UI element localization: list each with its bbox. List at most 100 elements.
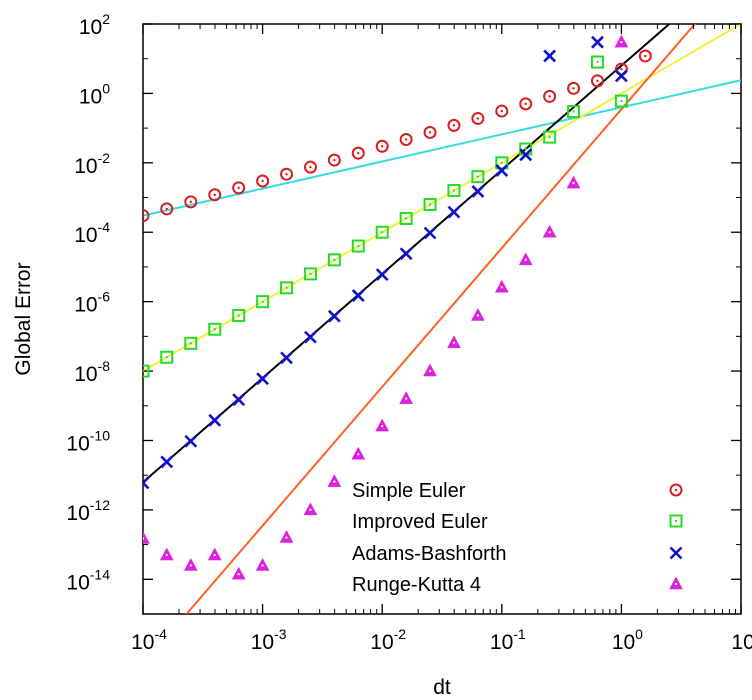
y-tick-label: 10-6 bbox=[74, 289, 110, 317]
legend-label: Simple Euler bbox=[352, 480, 466, 502]
simple-euler-point bbox=[495, 104, 509, 118]
adams-bashforth-point bbox=[143, 476, 150, 490]
runge-kutta-4-point bbox=[614, 34, 629, 48]
runge-kutta-4-point bbox=[542, 224, 557, 238]
runge-kutta-4-point bbox=[327, 474, 342, 487]
runge-kutta-4-point bbox=[399, 391, 414, 404]
x-tick-label-exp: 0 bbox=[635, 626, 643, 642]
simple-euler-point bbox=[471, 111, 485, 125]
y-tick-label-exp: 2 bbox=[102, 11, 110, 27]
legend-label: Improved Euler bbox=[352, 511, 488, 533]
simple-euler-point bbox=[327, 153, 341, 167]
simple-euler-point bbox=[447, 118, 461, 132]
legend-marker-improved-euler bbox=[669, 514, 683, 528]
fit-line-1 bbox=[143, 79, 741, 217]
adams-bashforth-point bbox=[232, 393, 246, 407]
x-tick-label: 10-4 bbox=[131, 626, 167, 654]
simple-euler-point bbox=[351, 146, 365, 160]
adams-bashforth-point bbox=[208, 413, 222, 427]
y-tick-label-exp: -8 bbox=[98, 358, 111, 374]
adams-bashforth-point bbox=[495, 164, 509, 177]
runge-kutta-4-point bbox=[143, 530, 150, 544]
runge-kutta-4-point bbox=[566, 175, 581, 189]
legend: Simple Euler Improved Euler Adams-Bashfort… bbox=[352, 480, 683, 596]
legend-marker-runge-kutta-4 bbox=[669, 576, 683, 590]
fit-line-4 bbox=[185, 24, 697, 614]
adams-bashforth-point bbox=[327, 309, 341, 323]
improved-euler-point bbox=[399, 211, 413, 225]
improved-euler-point bbox=[208, 322, 222, 336]
simple-euler-point bbox=[143, 209, 150, 223]
runge-kutta-4-point bbox=[279, 529, 294, 543]
y-tick-label-base: 10 bbox=[79, 16, 102, 39]
adams-bashforth-point bbox=[471, 184, 485, 198]
simple-euler-point bbox=[543, 89, 557, 103]
adams-bashforth-point bbox=[351, 289, 365, 302]
simple-euler-point bbox=[256, 174, 270, 188]
improved-euler-point bbox=[327, 253, 341, 267]
adams-bashforth-point bbox=[591, 35, 604, 49]
improved-euler-point bbox=[184, 336, 198, 350]
improved-euler-point bbox=[495, 156, 509, 170]
y-axis-title: Global Error bbox=[12, 262, 35, 375]
simple-euler-point bbox=[208, 188, 222, 202]
improved-euler-point bbox=[160, 350, 174, 364]
simple-euler-point bbox=[590, 74, 604, 88]
y-tick-label: 100 bbox=[79, 80, 110, 108]
simple-euler-point bbox=[160, 202, 174, 216]
legend-marker-adams-bashforth bbox=[669, 546, 683, 560]
y-tick-label-exp: -14 bbox=[90, 566, 110, 582]
legend-label: Adams-Bashforth bbox=[352, 543, 507, 565]
improved-euler-point bbox=[447, 183, 461, 197]
x-tick-label: 10-3 bbox=[251, 626, 287, 654]
x-tick-label-exp: -1 bbox=[513, 626, 526, 642]
runge-kutta-4-point bbox=[183, 557, 198, 571]
runge-kutta-4-point bbox=[303, 502, 318, 516]
x-tick-label: 101 bbox=[731, 626, 752, 654]
improved-euler-point bbox=[590, 55, 604, 69]
adams-bashforth-point bbox=[614, 69, 628, 83]
adams-bashforth-point bbox=[304, 330, 317, 344]
x-tick-label: 10-2 bbox=[370, 626, 406, 654]
runge-kutta-4-point bbox=[447, 335, 461, 349]
improved-euler-point bbox=[303, 267, 317, 281]
x-tick-label-base: 10 bbox=[370, 631, 393, 654]
y-tick-label-exp: -2 bbox=[98, 150, 111, 166]
runge-kutta-4-point bbox=[255, 557, 270, 571]
simple-euler-point bbox=[567, 81, 581, 95]
y-tick-label-exp: -6 bbox=[98, 289, 111, 305]
y-tick-label-base: 10 bbox=[66, 571, 89, 594]
simple-euler-point bbox=[399, 132, 413, 146]
x-tick-label-exp: -2 bbox=[394, 626, 407, 642]
improved-euler-point bbox=[375, 225, 389, 239]
simple-euler-point bbox=[184, 195, 198, 209]
runge-kutta-4-point bbox=[375, 418, 390, 432]
x-tick-label-base: 10 bbox=[251, 631, 274, 654]
y-tick-label-exp: 0 bbox=[102, 80, 110, 96]
adams-bashforth-point bbox=[375, 268, 389, 282]
y-tick-label-base: 10 bbox=[74, 294, 97, 317]
y-tick-label: 10-12 bbox=[66, 497, 110, 525]
fit-line-3 bbox=[143, 24, 671, 483]
adams-bashforth-point bbox=[256, 372, 270, 386]
adams-bashforth-point bbox=[423, 226, 437, 240]
y-tick-label: 10-14 bbox=[66, 566, 110, 594]
y-tick-label: 10-10 bbox=[66, 427, 110, 455]
improved-euler-point bbox=[567, 105, 581, 119]
x-tick-label-base: 10 bbox=[731, 631, 752, 654]
improved-euler-point bbox=[232, 308, 246, 322]
improved-euler-point bbox=[351, 239, 365, 253]
x-tick-label: 10-1 bbox=[490, 626, 526, 654]
adams-bashforth-point bbox=[519, 148, 533, 162]
simple-euler-point bbox=[375, 139, 389, 153]
y-tick-label-exp: -4 bbox=[98, 219, 111, 235]
runge-kutta-4-point bbox=[159, 547, 174, 561]
runge-kutta-4-point bbox=[470, 307, 485, 321]
improved-euler-point bbox=[543, 130, 557, 144]
adams-bashforth-point bbox=[447, 205, 461, 219]
simple-euler-point bbox=[232, 181, 246, 195]
y-tick-label-exp: -10 bbox=[90, 427, 110, 443]
runge-kutta-4-point bbox=[207, 547, 222, 561]
adams-bashforth-point bbox=[399, 247, 413, 261]
